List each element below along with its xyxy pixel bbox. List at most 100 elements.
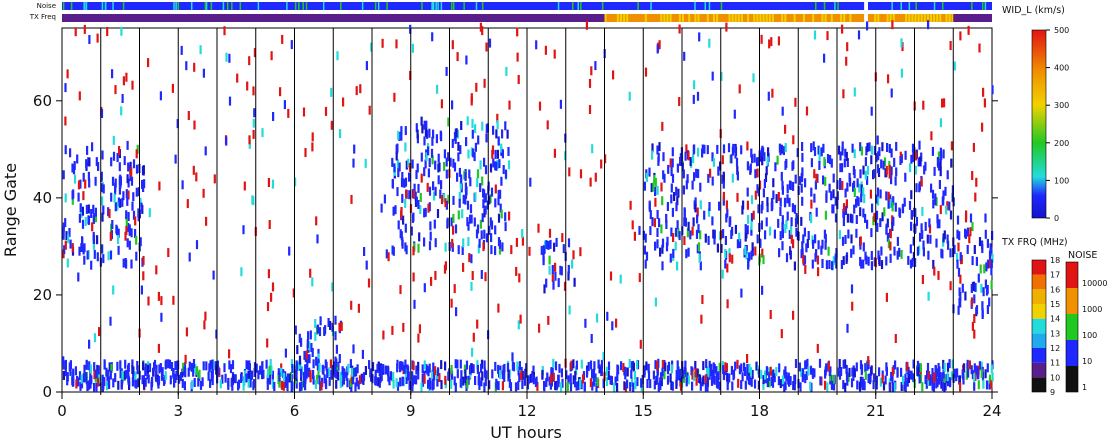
echo-cell <box>96 235 99 245</box>
echo-cell <box>968 360 971 370</box>
echo-cell <box>687 375 690 385</box>
echo-cell <box>833 381 836 391</box>
echo-cell <box>591 369 594 379</box>
noise-tick <box>720 2 723 10</box>
echo-cell <box>912 236 915 246</box>
echo-cell <box>185 61 188 71</box>
echo-cell <box>69 239 72 249</box>
echo-cell <box>304 364 307 374</box>
echo-cell <box>901 375 905 385</box>
txfreq-flicker <box>753 14 756 22</box>
echo-cell <box>109 231 112 241</box>
echo-cell <box>794 97 797 107</box>
echo-cell <box>807 366 810 376</box>
echo-cell <box>853 169 856 179</box>
echo-cell <box>420 152 423 162</box>
noise-cb-step <box>1066 288 1078 314</box>
echo-cell <box>975 305 979 315</box>
echo-cell <box>878 147 881 157</box>
echo-cell <box>756 184 759 194</box>
echo-cell <box>876 187 880 197</box>
echo-cell <box>782 146 785 156</box>
echo-cell <box>67 234 70 244</box>
echo-cell <box>894 176 897 186</box>
echo-cell <box>973 363 976 373</box>
echo-cell <box>288 246 291 256</box>
txfreq-cb-step <box>1032 333 1046 348</box>
echo-cell <box>108 209 111 218</box>
echo-cell <box>355 377 358 387</box>
echo-cell <box>718 201 721 211</box>
noise-tick <box>437 2 439 10</box>
echo-cell <box>813 368 816 378</box>
echo-cell <box>675 186 678 196</box>
noise-tick <box>83 2 86 10</box>
txfreq-segment <box>62 14 605 22</box>
echo-cell <box>398 162 401 172</box>
echo-cell <box>421 364 424 374</box>
echo-cell <box>767 91 770 101</box>
echo-cell <box>912 251 915 261</box>
echo-cell <box>675 369 678 379</box>
echo-cell <box>651 143 654 153</box>
echo-cell <box>85 159 88 169</box>
echo-cell <box>841 236 845 246</box>
echo-cell <box>866 21 869 31</box>
echo-cell <box>172 368 175 377</box>
echo-cell <box>146 364 149 374</box>
echo-cell <box>408 163 412 172</box>
echo-cell <box>517 381 520 391</box>
echo-cell <box>491 145 495 155</box>
echo-cell <box>676 261 679 271</box>
echo-cell <box>596 313 599 323</box>
echo-cell <box>962 375 965 385</box>
echo-cell <box>779 231 782 241</box>
echo-cell <box>938 366 941 376</box>
echo-cell <box>111 220 114 229</box>
echo-cell <box>187 111 190 120</box>
echo-cell <box>870 365 873 375</box>
txfreq-flicker <box>926 14 929 22</box>
echo-cell <box>402 215 405 225</box>
echo-cell <box>339 129 342 139</box>
echo-cell <box>269 359 272 368</box>
echo-cell <box>964 291 967 301</box>
echo-cell <box>88 178 91 188</box>
echo-cell <box>794 174 797 184</box>
echo-cell <box>187 367 190 377</box>
echo-cell <box>665 242 669 252</box>
echo-cell <box>728 253 731 263</box>
txfreq-flicker <box>747 14 750 22</box>
echo-cell <box>903 381 907 391</box>
echo-cell <box>785 372 788 381</box>
echo-cell <box>699 182 702 192</box>
echo-cell <box>109 316 112 326</box>
echo-cell <box>736 359 739 369</box>
echo-cell <box>669 253 672 263</box>
echo-cell <box>659 247 662 257</box>
echo-cell <box>745 250 748 260</box>
echo-cell <box>882 160 885 170</box>
echo-cell <box>788 230 791 239</box>
echo-cell <box>786 211 789 221</box>
echo-cell <box>432 362 435 372</box>
echo-cell <box>461 246 464 255</box>
echo-cell <box>103 360 106 370</box>
echo-cell <box>784 381 787 391</box>
echo-cell <box>174 361 177 371</box>
echo-cell <box>927 291 930 301</box>
echo-cell <box>405 189 408 199</box>
echo-cell <box>778 363 781 373</box>
echo-cell <box>519 314 522 324</box>
echo-cell <box>210 370 213 380</box>
echo-cell <box>336 51 339 61</box>
echo-cell <box>483 360 486 370</box>
echo-cell <box>544 45 547 55</box>
txfreq-cb-label: 9 <box>1050 388 1055 397</box>
echo-cell <box>437 175 440 185</box>
y-tick-label: 40 <box>33 189 52 207</box>
echo-cell <box>978 43 981 53</box>
echo-cell <box>466 379 469 389</box>
x-tick-label: 9 <box>406 402 416 420</box>
